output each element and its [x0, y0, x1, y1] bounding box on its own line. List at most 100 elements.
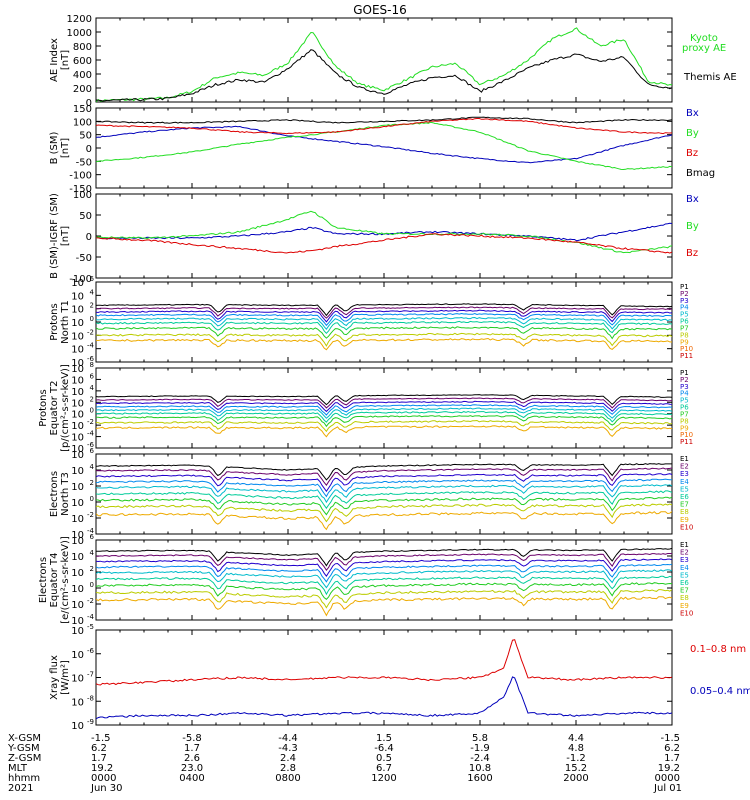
- y-tick-exponent: 6: [90, 533, 95, 541]
- y-axis-label: Electrons: [49, 471, 60, 517]
- y-tick-exponent: 2: [90, 395, 94, 403]
- series-line-p3: [96, 309, 672, 323]
- y-tick-label: 10: [71, 697, 84, 708]
- y-axis-label: [p/(cm²-s-sr-keV)]: [60, 364, 71, 452]
- y-tick-exponent: 0: [90, 407, 94, 415]
- series-line-e8: [96, 503, 672, 523]
- y-axis-label: Equator T4: [49, 553, 60, 608]
- series-line-0-05-0-4-nm: [96, 676, 672, 720]
- series-line-p6: [96, 410, 672, 423]
- series-line-p5: [96, 316, 672, 331]
- legend-label: E9: [680, 516, 689, 524]
- legend-label: E3: [680, 470, 689, 478]
- footer-value-x-gsm: 5.8: [472, 733, 488, 744]
- legend-label: Bmag: [686, 168, 715, 179]
- legend-label: P11: [680, 352, 693, 360]
- legend-label: Kyoto: [690, 33, 718, 44]
- y-tick-label: 100: [73, 117, 92, 128]
- legend-label: E2: [680, 549, 689, 557]
- series-line-e6: [96, 490, 672, 510]
- y-tick-exponent: -6: [87, 355, 95, 363]
- footer-value-date: Jun 30: [90, 783, 123, 794]
- legend-label: P3: [680, 297, 689, 305]
- y-tick-label: 10: [71, 364, 84, 375]
- footer-value-mlt: 6.7: [376, 763, 392, 774]
- series-line-e2: [96, 467, 672, 487]
- y-tick-label: 10: [71, 498, 84, 509]
- y-tick-label: 10: [71, 398, 84, 409]
- y-tick-label: -50: [76, 253, 92, 264]
- legend-label: By: [686, 128, 699, 139]
- legend-label: E4: [680, 564, 689, 572]
- y-axis-label: [nT]: [60, 226, 71, 246]
- y-tick-exponent: -7: [87, 671, 94, 679]
- y-tick-exponent: 2: [90, 479, 94, 487]
- y-tick-label: -50: [76, 157, 92, 168]
- y-axis-label: [nT]: [60, 50, 71, 70]
- y-tick-label: 10: [71, 626, 84, 637]
- y-tick-exponent: 6: [90, 275, 95, 283]
- y-tick-exponent: -9: [87, 718, 94, 726]
- y-tick-label: 10: [71, 278, 84, 289]
- legend-label: P6: [680, 318, 689, 326]
- footer-row-label: MLT: [8, 763, 28, 774]
- y-tick-exponent: -2: [87, 597, 94, 605]
- y-tick-label: 10: [71, 616, 84, 627]
- legend-label: P3: [680, 383, 689, 391]
- y-tick-label: 10: [71, 530, 84, 541]
- legend-label: P5: [680, 311, 689, 319]
- y-tick-exponent: -6: [87, 441, 95, 449]
- legend-label: P1: [680, 369, 689, 377]
- footer-value-z-gsm: 2.4: [280, 753, 296, 764]
- y-tick-label: 10: [71, 466, 84, 477]
- y-axis-label: B (SM): [49, 131, 60, 164]
- series-line-p2: [96, 397, 672, 409]
- footer-value-y-gsm: 4.8: [568, 743, 584, 754]
- y-tick-label: 10: [71, 552, 84, 563]
- footer-value-hhmm: 0800: [275, 773, 300, 784]
- legend-label: E6: [680, 579, 689, 587]
- footer-value-x-gsm: -1.5: [660, 733, 680, 744]
- y-tick-exponent: 2: [90, 565, 94, 573]
- footer-value-z-gsm: 1.7: [664, 753, 680, 764]
- y-tick-exponent: -2: [87, 328, 94, 336]
- series-line-e4: [96, 478, 672, 498]
- y-tick-label: 100: [73, 190, 92, 201]
- y-tick-label: 10: [71, 410, 84, 421]
- legend-label: P2: [680, 376, 689, 384]
- y-axis-label: North T1: [60, 300, 71, 344]
- legend-label: P4: [680, 304, 689, 312]
- y-tick-label: 10: [71, 450, 84, 461]
- legend-label: 0.05–0.4 nm: [690, 686, 750, 697]
- series-line-p4: [96, 404, 672, 416]
- series-line-p8: [96, 419, 672, 433]
- footer-value-mlt: 2.8: [280, 763, 296, 774]
- panel-e2-frame: [95, 539, 673, 621]
- footer-value-x-gsm: -5.8: [182, 733, 202, 744]
- legend-label: E5: [680, 485, 689, 493]
- series-line-e1: [96, 463, 672, 481]
- y-tick-exponent: -4: [87, 342, 95, 350]
- series-line-p3: [96, 400, 672, 413]
- legend-label: P2: [680, 290, 689, 298]
- y-tick-label: 10: [71, 514, 84, 525]
- series-line-e3: [96, 558, 672, 577]
- legend-label: E5: [680, 571, 689, 579]
- legend-label: E4: [680, 478, 689, 486]
- y-tick-label: 10: [71, 387, 84, 398]
- footer-value-date: Jul 01: [653, 783, 682, 794]
- y-tick-exponent: -6: [87, 647, 95, 655]
- legend-label: P1: [680, 283, 689, 291]
- legend-label: Bx: [686, 108, 699, 119]
- y-tick-label: -100: [69, 171, 92, 182]
- footer-value-y-gsm: -4.3: [278, 743, 298, 754]
- footer-value-mlt: 19.2: [658, 763, 680, 774]
- legend-label: E7: [680, 587, 689, 595]
- y-axis-label: [nT]: [60, 138, 71, 158]
- legend-label: P6: [680, 404, 689, 412]
- series-line-e8: [96, 589, 672, 609]
- series-line-p9: [96, 425, 672, 438]
